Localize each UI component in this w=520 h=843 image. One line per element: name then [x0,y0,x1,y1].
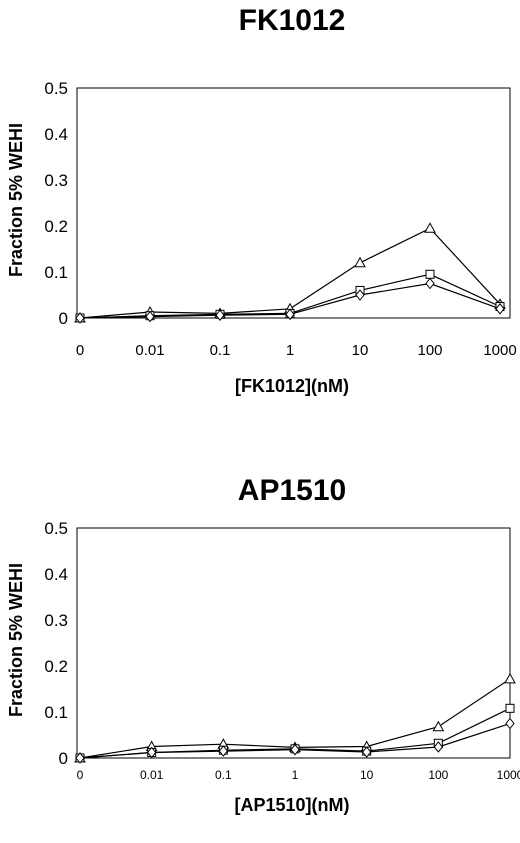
chart-title: AP1510 [238,474,346,507]
y-tick-label: 0.2 [44,657,68,676]
y-tick-label: 0.2 [44,217,68,236]
x-tick-label: 0.1 [215,768,232,782]
triangle-point [354,256,366,268]
x-tick-label: 100 [428,768,448,782]
y-tick-labels: 0 0.1 0.2 0.3 0.4 0.5 [44,519,68,768]
diamond-point [145,310,155,323]
chart-ap1510: AP1510 Fraction 5% WEHI [AP1510](nM) 0 0.… [6,474,520,815]
x-tick-label: 0.01 [135,342,164,359]
diamond-point [290,743,300,756]
chart-fk1012: FK1012 Fraction 5% WEHI [FK1012](nM) 0 0.… [6,4,517,396]
y-tick-label: 0.4 [44,125,68,144]
x-tick-label: 100 [417,342,442,359]
x-tick-label: 0.01 [140,768,164,782]
y-tick-label: 0 [59,309,68,328]
y-tick-label: 0.5 [44,79,68,98]
x-tick-label: 1 [286,342,294,359]
diamond-point [355,289,365,301]
square-point [505,703,515,713]
plot-frame [76,527,511,759]
x-tick-labels: 0 0.01 0.1 1 10 100 1000 [77,768,520,782]
chart-title: FK1012 [239,4,346,37]
x-tick-label: 0 [77,768,84,782]
triangle-point [432,720,445,732]
x-tick-label: 1000 [483,342,516,359]
diamond-point [495,302,505,315]
x-axis-label: [FK1012](nM) [235,376,349,396]
series-group [74,222,506,324]
x-tick-label: 10 [360,768,374,782]
y-axis-label: Fraction 5% WEHI [6,123,26,277]
diamond-point [215,309,225,322]
x-tick-label: 0 [76,342,84,359]
y-tick-label: 0.1 [44,703,68,722]
plot-frame [76,87,511,319]
y-tick-label: 0 [59,749,68,768]
diamond-point [433,741,443,753]
y-tick-label: 0.1 [44,263,68,282]
y-tick-label: 0.3 [44,171,68,190]
y-tick-label: 0.5 [44,519,68,538]
diamond-point [505,717,515,730]
y-tick-labels: 0 0.1 0.2 0.3 0.4 0.5 [44,79,68,328]
diamond-point [218,745,228,757]
diamond-point [285,308,295,321]
triangle-point [504,672,516,684]
square-point [425,269,435,279]
diamond-point [425,277,435,290]
y-tick-label: 0.3 [44,611,68,630]
series-group [74,672,516,764]
x-tick-label: 1000 [497,768,520,782]
diamond-point [362,746,372,758]
diamond-point [75,312,85,324]
x-tick-label: 1 [292,768,299,782]
triangle-point [424,222,436,233]
x-tick-label: 0.1 [210,342,231,359]
diamond-point [147,746,157,759]
x-tick-labels: 0 0.01 0.1 1 10 100 1000 [76,342,517,359]
diamond-point [75,752,85,764]
x-tick-label: 10 [352,342,369,359]
y-tick-label: 0.4 [44,565,68,584]
x-axis-label: [AP1510](nM) [234,795,349,815]
y-axis-label: Fraction 5% WEHI [6,563,26,717]
